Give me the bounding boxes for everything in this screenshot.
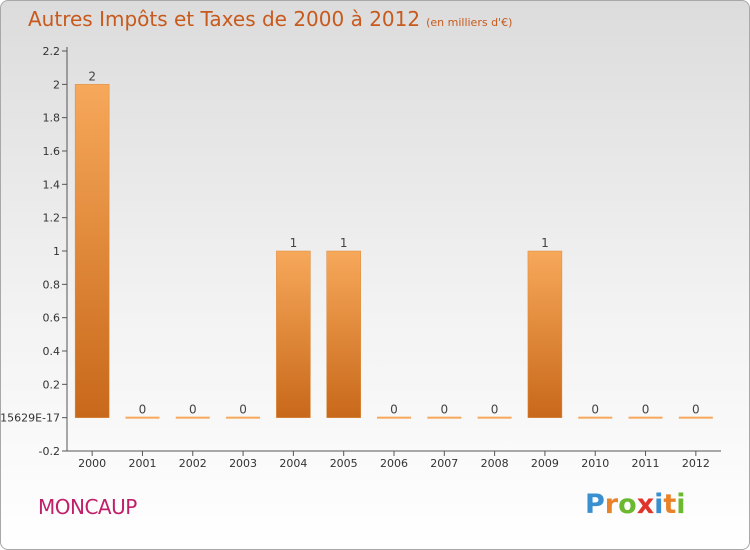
commune-name: MONCAUP — [38, 495, 137, 519]
chart-bars: 2 0 0 0 1 1 0 0 0 1 0 0 0 — [74, 69, 713, 419]
bar — [527, 250, 563, 418]
y-tick-label: 0.6 — [43, 312, 61, 325]
data-label: 0 — [692, 403, 700, 417]
x-tick-label: 2012 — [682, 457, 710, 470]
data-label: 0 — [139, 403, 147, 417]
bar — [226, 416, 261, 419]
data-label: 0 — [491, 403, 499, 417]
y-tick-label: 1.4 — [43, 178, 61, 191]
brand-logo-letter: t — [663, 489, 677, 520]
brand-logo-letter: x — [636, 489, 655, 520]
x-tick-label: 2005 — [330, 457, 358, 470]
x-tick-label: 2000 — [78, 457, 106, 470]
brand-logo-letter: i — [676, 489, 686, 520]
x-tick-label: 2008 — [481, 457, 509, 470]
chart-title-text: Autres Impôts et Taxes de 2000 à 2012 — [28, 7, 421, 31]
data-label: 1 — [340, 236, 348, 250]
x-tick-label: 2003 — [229, 457, 257, 470]
y-tick-label: -2.15629E-17 — [1, 412, 60, 425]
data-label: 2 — [88, 69, 96, 83]
data-label: 1 — [290, 236, 298, 250]
bar — [628, 416, 663, 419]
chart-axes: -0.2 -2.15629E-17 0.2 0.4 0.6 0.8 1 1.2 1.4 1.6 1.… — [1, 45, 721, 470]
x-tick-label: 2002 — [179, 457, 207, 470]
data-label: 0 — [642, 403, 650, 417]
bar — [74, 84, 110, 418]
bar — [477, 416, 512, 419]
bar — [377, 416, 411, 419]
chart-title: Autres Impôts et Taxes de 2000 à 2012 (en… — [28, 7, 512, 31]
brand-logo-letter: o — [618, 489, 637, 520]
data-label: 0 — [591, 403, 599, 417]
data-label: 0 — [239, 403, 247, 417]
y-tick-label: 2.2 — [43, 45, 61, 58]
y-tick-label: 2 — [53, 78, 60, 91]
brand-logo-letter: P — [585, 489, 605, 520]
data-label: 1 — [541, 236, 549, 250]
bar — [175, 416, 210, 419]
bar — [125, 416, 160, 419]
bar — [276, 250, 311, 418]
y-tick-label: 0.8 — [43, 278, 61, 291]
y-tick-label: 1.2 — [43, 212, 61, 225]
x-tick-label: 2007 — [430, 457, 458, 470]
y-tick-label: 1 — [53, 245, 60, 258]
x-tick-label: 2001 — [128, 457, 156, 470]
data-label: 0 — [390, 403, 398, 417]
bar — [427, 416, 462, 419]
brand-logo: Proxiti — [585, 489, 686, 520]
x-tick-label: 2006 — [380, 457, 408, 470]
x-tick-label: 2010 — [581, 457, 609, 470]
y-tick-label: -0.2 — [39, 445, 60, 458]
chart-subtitle: (en milliers d'€) — [426, 16, 513, 29]
data-label: 0 — [440, 403, 448, 417]
data-label: 0 — [189, 403, 197, 417]
brand-logo-letter: r — [604, 489, 619, 520]
y-tick-label: 1.8 — [43, 112, 61, 125]
x-tick-label: 2011 — [632, 457, 660, 470]
bar — [578, 416, 613, 419]
y-tick-label: 1.6 — [43, 145, 61, 158]
y-tick-label: 0.2 — [43, 378, 61, 391]
x-tick-label: 2004 — [279, 457, 307, 470]
x-tick-label: 2009 — [531, 457, 559, 470]
y-tick-label: 0.4 — [43, 345, 61, 358]
brand-logo-letter: i — [654, 489, 664, 520]
bar — [326, 250, 361, 418]
bar — [678, 416, 713, 419]
